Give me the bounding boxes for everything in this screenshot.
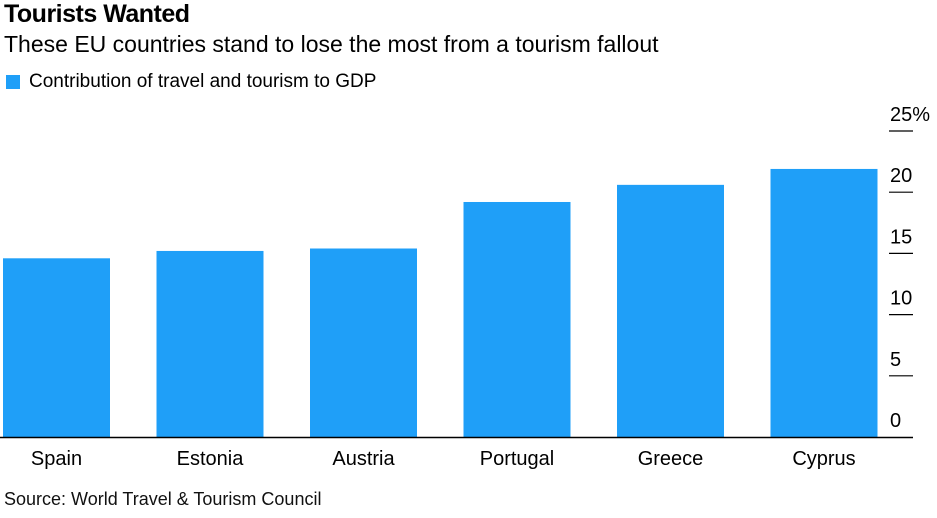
x-tick-label: Greece bbox=[638, 448, 704, 470]
y-tick-label: 15 bbox=[890, 226, 912, 248]
bar bbox=[463, 201, 571, 437]
x-tick-label: Portugal bbox=[480, 448, 555, 470]
bar bbox=[156, 250, 264, 437]
bar bbox=[617, 184, 724, 437]
chart-subtitle: These EU countries stand to lose the mos… bbox=[4, 31, 659, 57]
x-tick-label: Spain bbox=[31, 448, 82, 470]
bar bbox=[3, 258, 110, 437]
x-tick-label: Estonia bbox=[177, 448, 245, 470]
legend-label: Contribution of travel and tourism to GD… bbox=[29, 71, 377, 92]
legend-swatch bbox=[6, 75, 20, 89]
y-tick-label: 0 bbox=[890, 410, 901, 432]
y-tick-label: 20 bbox=[890, 165, 912, 187]
x-tick-label: Cyprus bbox=[792, 448, 855, 470]
legend: Contribution of travel and tourism to GD… bbox=[6, 71, 376, 93]
y-tick-label: 5 bbox=[890, 349, 901, 371]
y-tick-label: 25% bbox=[890, 104, 930, 126]
y-tick-label: 10 bbox=[890, 288, 912, 310]
chart-title: Tourists Wanted bbox=[4, 0, 190, 28]
bar bbox=[770, 168, 878, 437]
x-tick-label: Austria bbox=[332, 448, 395, 470]
source-note: Source: World Travel & Tourism Council bbox=[4, 489, 322, 509]
bar bbox=[310, 248, 417, 437]
